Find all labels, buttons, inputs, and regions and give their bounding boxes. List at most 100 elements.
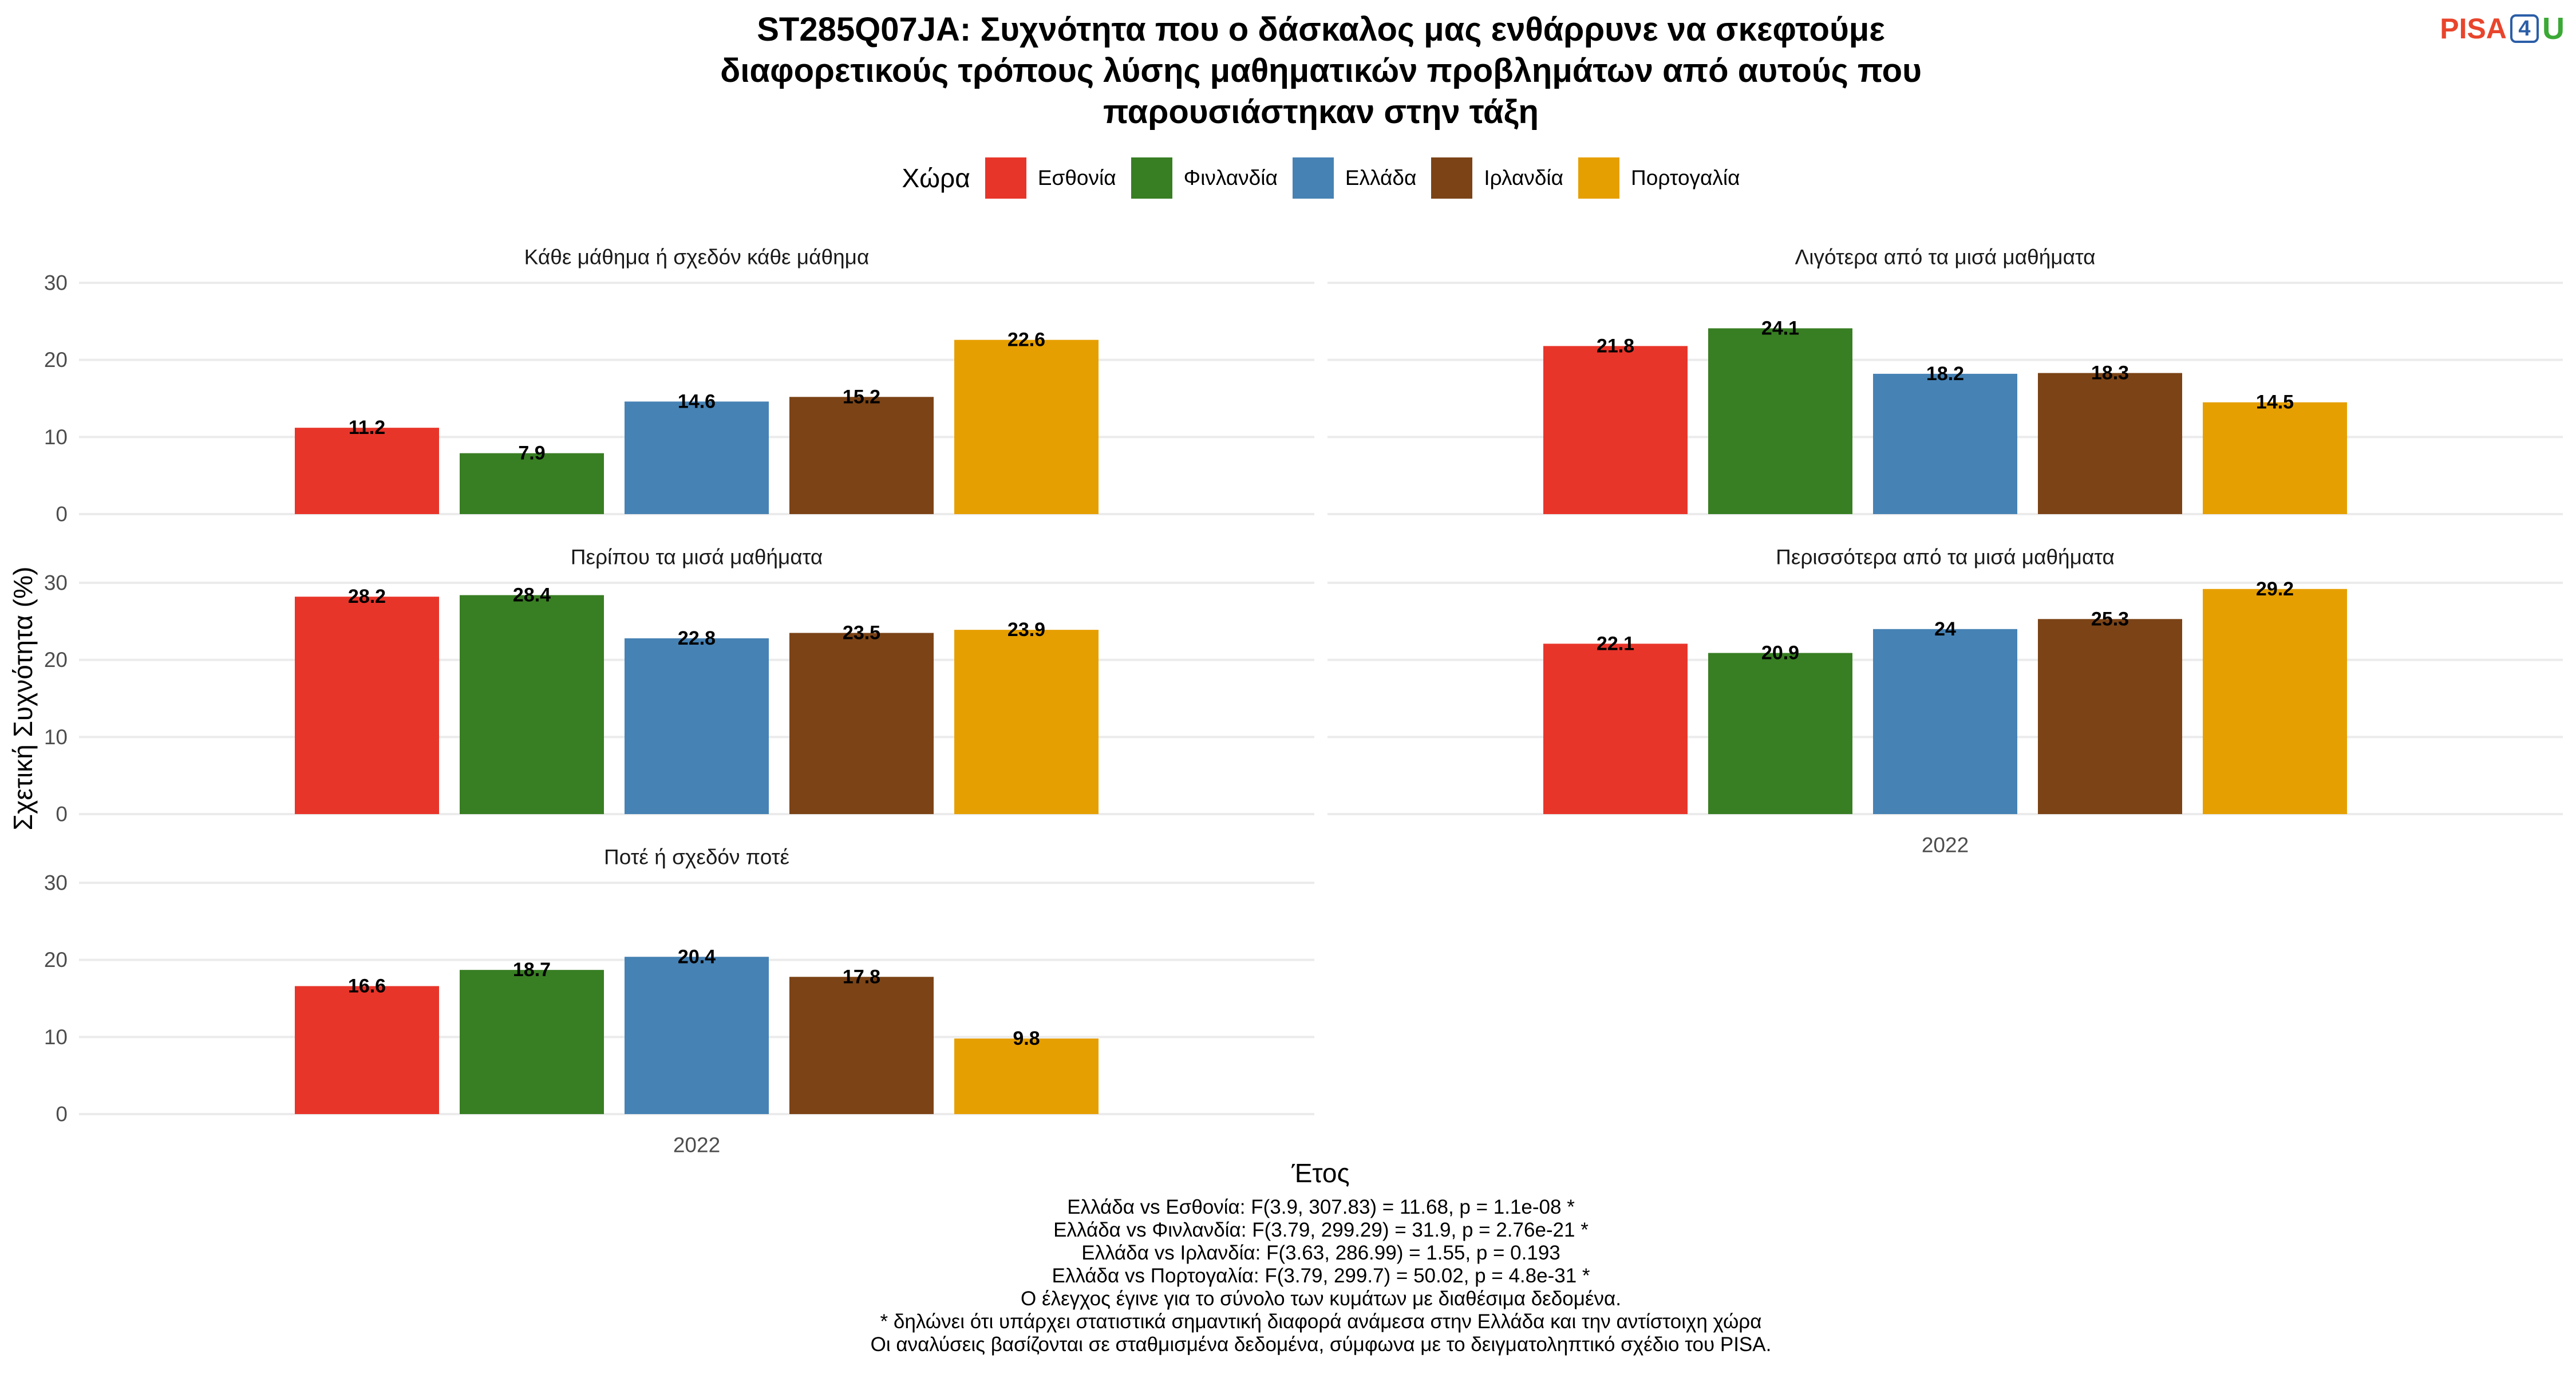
bar <box>954 339 1099 514</box>
bar <box>789 977 934 1114</box>
legend-label: Πορτογαλία <box>1631 166 1740 189</box>
data-label: 24 <box>1934 618 1956 640</box>
x-tick-label: 2022 <box>1922 834 1969 857</box>
bar <box>625 957 769 1114</box>
data-label: 18.7 <box>513 959 551 981</box>
facet-title: Περίπου τα μισά μαθήματα <box>571 546 823 569</box>
bar <box>295 597 439 814</box>
legend-item-finland: Φινλανδία <box>1131 157 1278 199</box>
bar <box>2038 373 2182 514</box>
y-axis-title: Σχετική Συχνότητα (%) <box>8 567 38 831</box>
data-label: 22.1 <box>1597 633 1634 654</box>
data-label: 18.2 <box>1926 363 1964 385</box>
legend-swatch <box>1431 157 1473 199</box>
chart-title: ST285Q07JA: Συχνότητα που ο δάσκαλος μας… <box>79 9 2563 133</box>
legend-swatch <box>1292 157 1334 199</box>
bar <box>1708 328 1852 514</box>
bar <box>1873 373 2017 514</box>
logo-text-u: U <box>2542 11 2565 46</box>
bar <box>2038 619 2182 814</box>
data-label: 22.6 <box>1008 329 1045 351</box>
data-label: 7.9 <box>518 443 545 464</box>
legend-item-greece: Ελλάδα <box>1292 157 1417 199</box>
facet-panel: Ποτέ ή σχεδόν ποτέ 16.6 18.7 20.4 17.8 9.8 0 10… <box>44 846 1314 1157</box>
data-label: 17.8 <box>843 966 880 988</box>
data-label: 23.9 <box>1008 619 1045 641</box>
bar <box>295 428 439 514</box>
caption-line: Ελλάδα vs Φινλανδία: F(3.79, 299.29) = 3… <box>1053 1219 1589 1241</box>
bar <box>460 970 604 1114</box>
y-tick-label: 30 <box>44 271 68 295</box>
legend-label: Φινλανδία <box>1183 166 1278 189</box>
y-tick-label: 0 <box>56 503 68 526</box>
bar <box>789 633 934 814</box>
bar <box>625 401 769 514</box>
data-label: 24.1 <box>1761 317 1799 339</box>
legend-title: Χώρα <box>902 163 970 193</box>
bar <box>2203 589 2347 814</box>
legend-label: Ιρλανδία <box>1484 166 1564 189</box>
facet-panel: Λιγότερα από τα μισά μαθήματα 21.8 24.1 18.… <box>1327 246 2563 515</box>
bar <box>1543 643 1688 814</box>
bar <box>954 630 1099 814</box>
y-tick-label: 30 <box>44 571 68 595</box>
data-label: 25.3 <box>2091 608 2129 630</box>
data-label: 16.6 <box>348 975 386 997</box>
legend: Χώρα Εσθονία Φινλανδία Ελλάδα Ιρλανδία Π… <box>79 157 2563 199</box>
legend-label: Ελλάδα <box>1345 166 1417 189</box>
facet-panel: Κάθε μάθημα ή σχεδόν κάθε μάθημα 11.2 7.9 1… <box>44 246 1314 526</box>
bar <box>625 638 769 814</box>
y-tick-label: 0 <box>56 1103 68 1126</box>
legend-item-estonia: Εσθονία <box>985 157 1116 199</box>
bar <box>1708 653 1852 814</box>
data-label: 23.5 <box>843 622 880 644</box>
x-axis-title: Έτος <box>1291 1158 1349 1188</box>
data-label: 9.8 <box>1013 1028 1040 1049</box>
data-label: 29.2 <box>2256 578 2294 600</box>
caption-line: Ελλάδα vs Πορτογαλία: F(3.79, 299.7) = 5… <box>1052 1265 1590 1287</box>
data-label: 22.8 <box>678 627 716 649</box>
caption-line: Οι αναλύσεις βασίζονται σε σταθμισμένα δ… <box>870 1333 1772 1356</box>
pisa4u-logo: PISA 4 U <box>2440 13 2565 45</box>
caption-line: Ελλάδα vs Ιρλανδία: F(3.63, 286.99) = 1.… <box>1081 1242 1560 1264</box>
legend-label: Εσθονία <box>1037 166 1116 189</box>
facet-title: Ποτέ ή σχεδόν ποτέ <box>604 846 789 869</box>
caption-line: * δηλώνει ότι υπάρχει στατιστικά σημαντι… <box>880 1310 1762 1333</box>
caption-line: Ο έλεγχος έγινε για το σύνολο των κυμάτω… <box>1021 1288 1621 1310</box>
bar <box>1873 629 2017 814</box>
y-tick-label: 20 <box>44 348 68 372</box>
x-tick-label: 2022 <box>673 1134 720 1157</box>
data-label: 14.6 <box>678 390 716 412</box>
y-tick-label: 20 <box>44 648 68 672</box>
caption-line: Ελλάδα vs Εσθονία: F(3.9, 307.83) = 11.6… <box>1067 1196 1575 1218</box>
facet-panel: Περίπου τα μισά μαθήματα 28.2 28.4 22.8 23.5… <box>44 546 1314 826</box>
y-tick-label: 10 <box>44 425 68 449</box>
bar <box>789 397 934 514</box>
facet-title: Περισσότερα από τα μισά μαθήματα <box>1776 546 2115 569</box>
bar <box>295 986 439 1114</box>
bar <box>2203 402 2347 514</box>
data-label: 18.3 <box>2091 362 2129 384</box>
chart-title-line-3: παρουσιάστηκαν στην τάξη <box>1103 93 1539 131</box>
data-label: 28.4 <box>513 585 551 606</box>
bar <box>1543 346 1688 514</box>
y-tick-label: 10 <box>44 725 68 749</box>
y-tick-label: 20 <box>44 948 68 972</box>
bar <box>460 595 604 814</box>
chart-title-line-2: διαφορετικούς τρόπους λύσης μαθηματικών … <box>720 52 1922 89</box>
bar <box>954 1039 1099 1114</box>
y-tick-label: 10 <box>44 1025 68 1049</box>
legend-swatch <box>985 157 1026 199</box>
facet-title: Λιγότερα από τα μισά μαθήματα <box>1795 246 2096 269</box>
data-label: 15.2 <box>843 386 880 408</box>
data-label: 21.8 <box>1597 335 1634 357</box>
legend-item-portugal: Πορτογαλία <box>1578 157 1740 199</box>
facet-title: Κάθε μάθημα ή σχεδόν κάθε μάθημα <box>524 246 870 269</box>
legend-swatch <box>1578 157 1620 199</box>
data-label: 28.2 <box>348 586 386 607</box>
chart-title-line-1: ST285Q07JA: Συχνότητα που ο δάσκαλος μας… <box>757 11 1885 48</box>
legend-item-ireland: Ιρλανδία <box>1431 157 1563 199</box>
logo-text-pisa: PISA <box>2440 13 2507 45</box>
